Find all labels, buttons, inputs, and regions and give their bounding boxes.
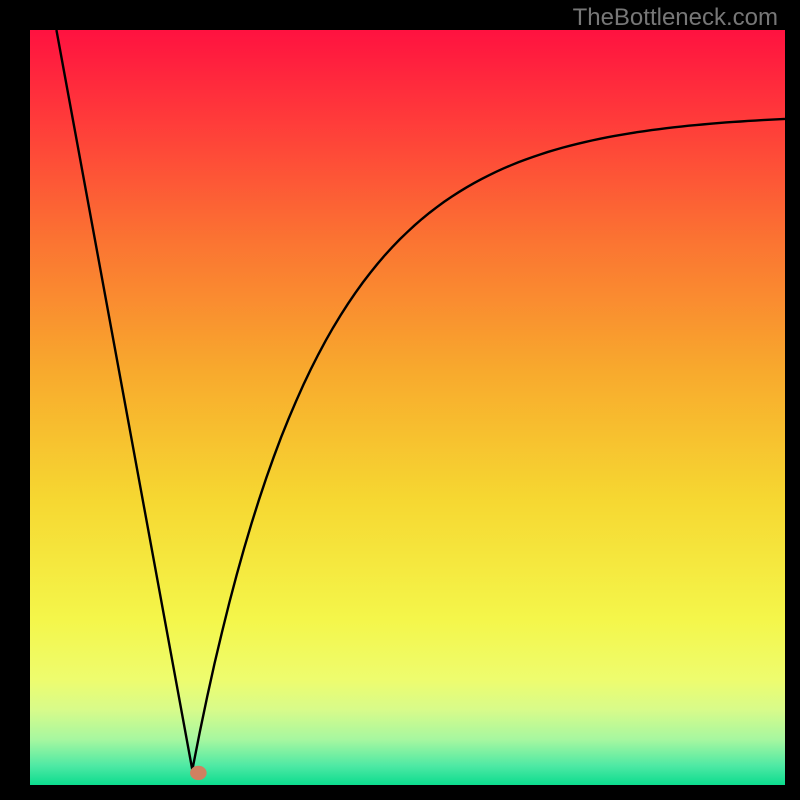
watermark-text: TheBottleneck.com bbox=[573, 4, 778, 32]
curve-layer bbox=[30, 30, 785, 785]
plot-area bbox=[30, 30, 785, 785]
bottleneck-curve bbox=[56, 30, 785, 770]
minimum-marker bbox=[190, 766, 207, 780]
chart-container: TheBottleneck.com bbox=[0, 0, 800, 800]
